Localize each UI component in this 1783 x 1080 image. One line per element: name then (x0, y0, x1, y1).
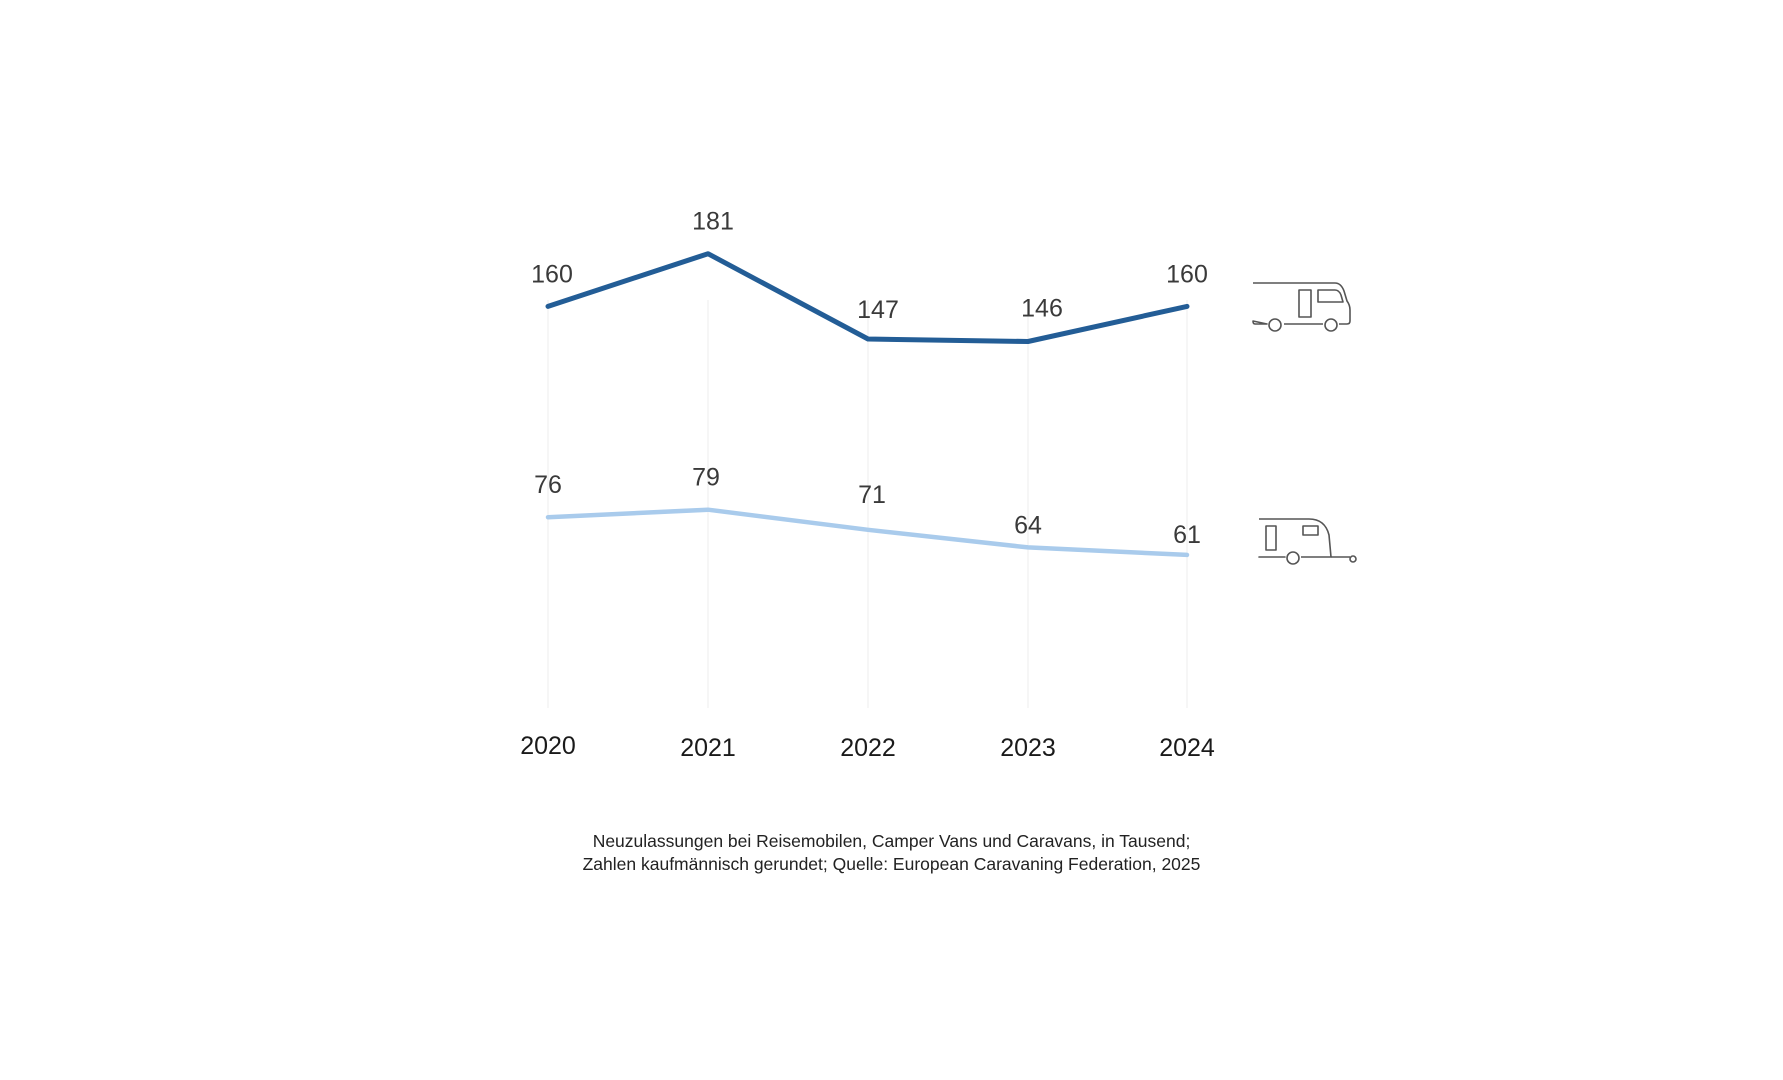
data-label: 146 (1021, 295, 1063, 323)
data-label: 76 (534, 471, 562, 499)
caption-line-1: Neuzulassungen bei Reisemobilen, Camper … (592, 831, 1191, 851)
motorhome-icon (1252, 282, 1351, 332)
data-label: 64 (1014, 511, 1042, 539)
x-tick-label: 2022 (840, 734, 896, 762)
x-tick-label: 2021 (680, 734, 736, 762)
x-tick-label: 2024 (1159, 734, 1215, 762)
gridlines (547, 300, 1188, 708)
chart-caption: Neuzulassungen bei Reisemobilen, Camper … (0, 830, 1783, 876)
x-axis-ticks: 2020 2021 2022 2023 2024 (520, 732, 1215, 762)
data-label: 160 (531, 260, 573, 288)
data-label: 71 (858, 481, 886, 509)
caravan-icon (1258, 518, 1357, 565)
data-label: 160 (1166, 260, 1208, 288)
caption-line-2: Zahlen kaufmännisch gerundet; Quelle: Eu… (582, 854, 1201, 874)
series-lines (545, 251, 1190, 558)
data-label: 147 (857, 296, 899, 324)
data-label: 61 (1173, 521, 1201, 549)
x-tick-label: 2020 (520, 732, 576, 760)
data-label: 181 (692, 208, 734, 236)
data-labels: 160 181 147 146 160 76 79 71 64 61 (531, 208, 1208, 549)
data-label: 79 (692, 464, 720, 492)
x-tick-label: 2023 (1000, 734, 1056, 762)
